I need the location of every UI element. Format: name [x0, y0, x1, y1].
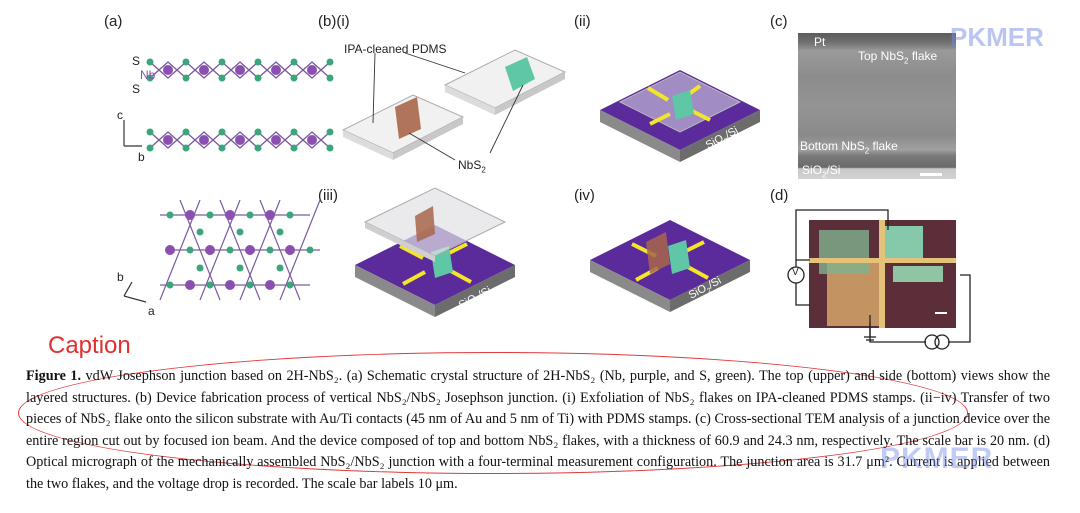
- panel-label-a: (a): [104, 13, 123, 30]
- axis-label-c: c: [117, 108, 123, 122]
- label-s-lower: S: [132, 82, 141, 96]
- current-source-icon: [924, 334, 950, 350]
- panel-label-iii: (iii): [318, 187, 338, 204]
- label-s: S: [132, 54, 141, 68]
- nb-atoms-layer-1: [163, 65, 317, 75]
- panel-label-b-i: (b)(i): [318, 13, 350, 30]
- pdms-exfoliation-diagram: [341, 49, 567, 161]
- transfer-step-ii-diagram: [600, 70, 760, 162]
- top-flake-shape: [395, 97, 421, 139]
- voltmeter-icon: [787, 266, 805, 284]
- s-atoms-layer-1: [146, 58, 334, 82]
- measurement-circuit: [787, 209, 971, 350]
- tem-substrate-label: SiO2/Si: [802, 163, 841, 179]
- transfer-step-iii-diagram: [355, 187, 515, 317]
- watermark-top: PKMER: [950, 22, 1044, 52]
- nb-atoms-layer-2: [163, 135, 317, 145]
- axis-label-b: b: [138, 150, 145, 164]
- transfer-step-iv-diagram: [590, 220, 750, 312]
- label-nb: Nb: [140, 68, 156, 82]
- nb-atoms-top-view: [165, 210, 295, 290]
- s-atoms-layer-2: [146, 128, 334, 152]
- figure-caption: Figure 1. vdW Josephson junction based o…: [26, 366, 1050, 495]
- optical-micrograph: [809, 220, 956, 328]
- bottom-flake-shape: [505, 57, 535, 91]
- side-view-layer-1: [149, 61, 331, 79]
- tem-scale-bar: [920, 173, 942, 176]
- tem-bottom-flake-label: Bottom NbS2 flake: [800, 139, 898, 156]
- ground-icon: [864, 323, 876, 341]
- watermark-bottom: PKMER: [880, 442, 994, 475]
- figure-1: (a) (b)(i) (ii) (c) (iii) (iv) (d): [104, 13, 971, 350]
- axis-b-a: [123, 281, 147, 303]
- figure-caption-body: vdW Josephson junction based on 2H-NbS₂.…: [26, 368, 1051, 492]
- axis-label-a: a: [148, 304, 155, 318]
- tem-pt-label: Pt: [814, 35, 826, 49]
- panel-label-c: (c): [770, 13, 788, 30]
- panel-label-d: (d): [770, 187, 789, 204]
- pdms-label: IPA-cleaned PDMS: [344, 42, 447, 56]
- tem-image: Pt Top NbS2 flake Bottom NbS2 flake SiO2…: [798, 33, 956, 179]
- s-atoms-top-view: [166, 211, 314, 289]
- top-view-lattice: [159, 199, 321, 301]
- optical-scale-bar: [935, 312, 947, 314]
- side-view-layer-2: [149, 131, 331, 149]
- panel-label-iv: (iv): [574, 187, 595, 204]
- caption-annotation: Caption: [48, 332, 131, 359]
- nbs2-label: NbS2: [458, 158, 486, 175]
- axis-label-b-top-view: b: [117, 270, 124, 284]
- axis-c-b: [123, 120, 142, 147]
- crystal-structure-diagram: [123, 58, 334, 303]
- voltmeter-label: V: [792, 267, 799, 278]
- tem-top-flake-label: Top NbS2 flake: [858, 49, 938, 66]
- figure-caption-label: Figure 1.: [26, 368, 82, 384]
- panel-label-ii: (ii): [574, 13, 591, 30]
